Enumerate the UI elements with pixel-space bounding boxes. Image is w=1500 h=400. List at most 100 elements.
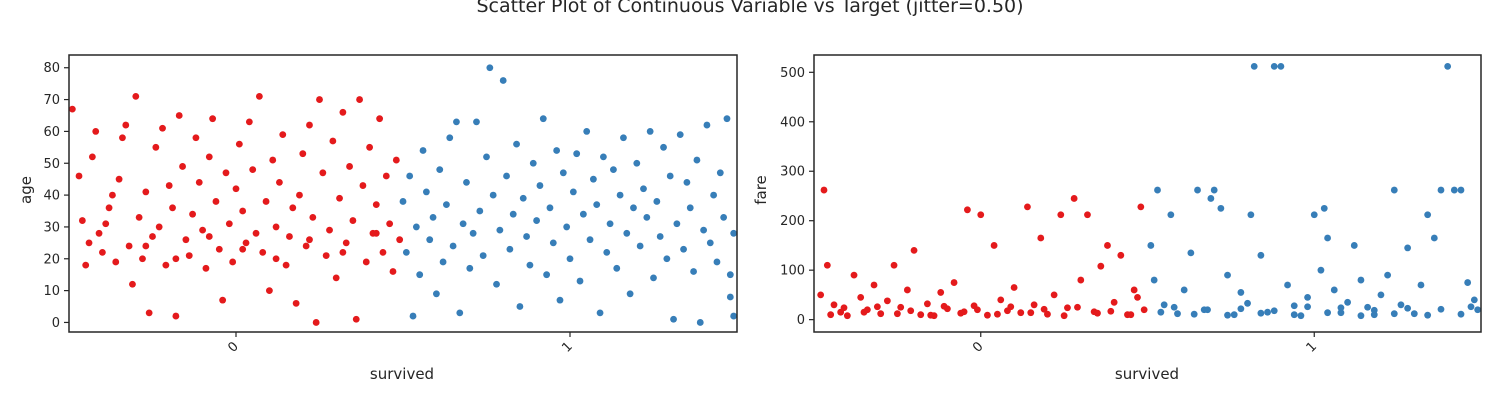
fare-point-class-0 (964, 206, 971, 214)
age-point-class-1 (583, 128, 591, 135)
age-point-class-0 (95, 229, 103, 237)
age-point-class-1 (466, 264, 474, 272)
age-point-class-1 (412, 223, 420, 231)
age-y-tick-label: 20 (43, 252, 60, 267)
age-points (69, 64, 737, 326)
fare-point-class-0 (990, 242, 998, 249)
age-point-class-0 (262, 198, 270, 205)
fare-point-class-1 (1224, 311, 1231, 319)
fare-x-axis-label: survived (1115, 365, 1179, 383)
age-point-class-0 (199, 226, 207, 234)
fare-point-class-1 (1237, 305, 1245, 313)
fare-point-class-1 (1237, 289, 1245, 296)
age-point-class-0 (232, 185, 240, 193)
age-point-class-0 (195, 178, 203, 186)
fare-y-tick-label: 400 (780, 115, 805, 130)
fare-point-class-1 (1230, 311, 1238, 319)
fare-point-class-1 (1330, 286, 1338, 294)
age-point-class-0 (69, 105, 76, 113)
age-point-class-0 (289, 204, 297, 212)
age-point-class-1 (593, 201, 601, 209)
fare-point-class-0 (937, 289, 945, 296)
age-point-class-1 (459, 220, 467, 228)
fare-point-class-0 (857, 293, 865, 301)
age-point-class-0 (112, 258, 120, 266)
fare-point-class-1 (1224, 271, 1231, 279)
fare-point-class-0 (1077, 276, 1085, 284)
fare-point-class-1 (1370, 306, 1378, 314)
fare-point-class-1 (1424, 211, 1432, 219)
age-point-class-1 (650, 274, 657, 282)
age-point-class-1 (513, 140, 520, 148)
age-point-class-0 (88, 153, 96, 161)
age-point-class-1 (653, 198, 661, 205)
age-point-class-0 (99, 249, 106, 256)
age-point-class-1 (726, 271, 734, 279)
age-point-class-1 (713, 258, 721, 266)
fare-point-class-1 (1377, 291, 1385, 299)
age-point-class-1 (683, 178, 691, 186)
age-point-class-1 (600, 153, 607, 161)
fare-point-class-1 (1437, 305, 1445, 313)
fare-point-class-0 (1107, 307, 1115, 315)
age-point-class-1 (453, 118, 460, 126)
fare-point-class-0 (877, 310, 885, 318)
age-point-class-0 (346, 163, 353, 170)
age-point-class-1 (406, 172, 414, 180)
age-point-class-0 (279, 131, 287, 139)
fare-point-class-1 (1167, 211, 1175, 219)
figure-title: Scatter Plot of Continuous Variable vs T… (476, 0, 1023, 17)
fare-point-class-1 (1194, 186, 1201, 194)
age-point-class-1 (586, 236, 594, 244)
fare-y-axis-label: fare (752, 175, 770, 205)
age-point-class-0 (272, 223, 280, 231)
age-point-class-0 (172, 255, 180, 263)
age-point-class-0 (352, 315, 360, 323)
age-point-class-0 (179, 163, 186, 170)
fare-point-class-0 (1117, 251, 1125, 259)
fare-point-class-0 (974, 306, 981, 314)
age-point-class-0 (212, 198, 220, 205)
age-point-class-0 (239, 245, 247, 253)
age-point-class-0 (85, 239, 93, 247)
fare-point-class-1 (1390, 186, 1398, 194)
age-point-class-1 (573, 150, 581, 158)
fare-point-class-0 (893, 310, 901, 318)
fare-point-class-1 (1297, 312, 1305, 320)
age-point-class-0 (322, 252, 330, 259)
age-point-class-1 (526, 261, 534, 269)
fare-point-class-0 (1060, 312, 1068, 320)
age-point-class-1 (563, 223, 571, 231)
fare-point-class-1 (1157, 308, 1165, 316)
age-point-class-1 (696, 319, 704, 326)
age-point-class-1 (640, 185, 647, 193)
fare-scatter-panel: fare survived 0 100 200 300 400 500 0 1 (752, 54, 1482, 383)
fare-point-class-0 (1010, 284, 1018, 291)
age-point-class-1 (479, 252, 487, 259)
age-point-class-0 (222, 169, 230, 177)
fare-point-class-0 (820, 186, 828, 194)
fare-point-class-1 (1150, 276, 1158, 284)
age-point-class-0 (92, 128, 100, 135)
fare-plot-frame (813, 54, 1482, 333)
age-point-class-0 (329, 137, 337, 145)
fare-point-class-1 (1357, 312, 1365, 320)
fare-point-class-0 (850, 271, 858, 279)
fare-point-class-0 (1084, 211, 1091, 219)
fare-point-class-0 (997, 296, 1005, 304)
age-point-class-1 (643, 213, 651, 221)
fare-point-class-1 (1390, 310, 1398, 318)
age-point-class-1 (606, 220, 614, 228)
fare-point-class-0 (1130, 286, 1138, 294)
age-point-class-1 (469, 229, 477, 237)
age-point-class-1 (636, 242, 644, 250)
age-point-class-1 (630, 204, 637, 212)
age-point-class-1 (429, 213, 437, 221)
age-point-class-0 (102, 220, 110, 228)
age-point-class-1 (419, 147, 427, 154)
age-point-class-0 (142, 188, 150, 196)
fare-point-class-0 (1137, 203, 1145, 211)
age-point-class-0 (336, 194, 343, 202)
age-point-class-0 (372, 201, 380, 209)
age-x-axis-label: survived (370, 365, 434, 383)
